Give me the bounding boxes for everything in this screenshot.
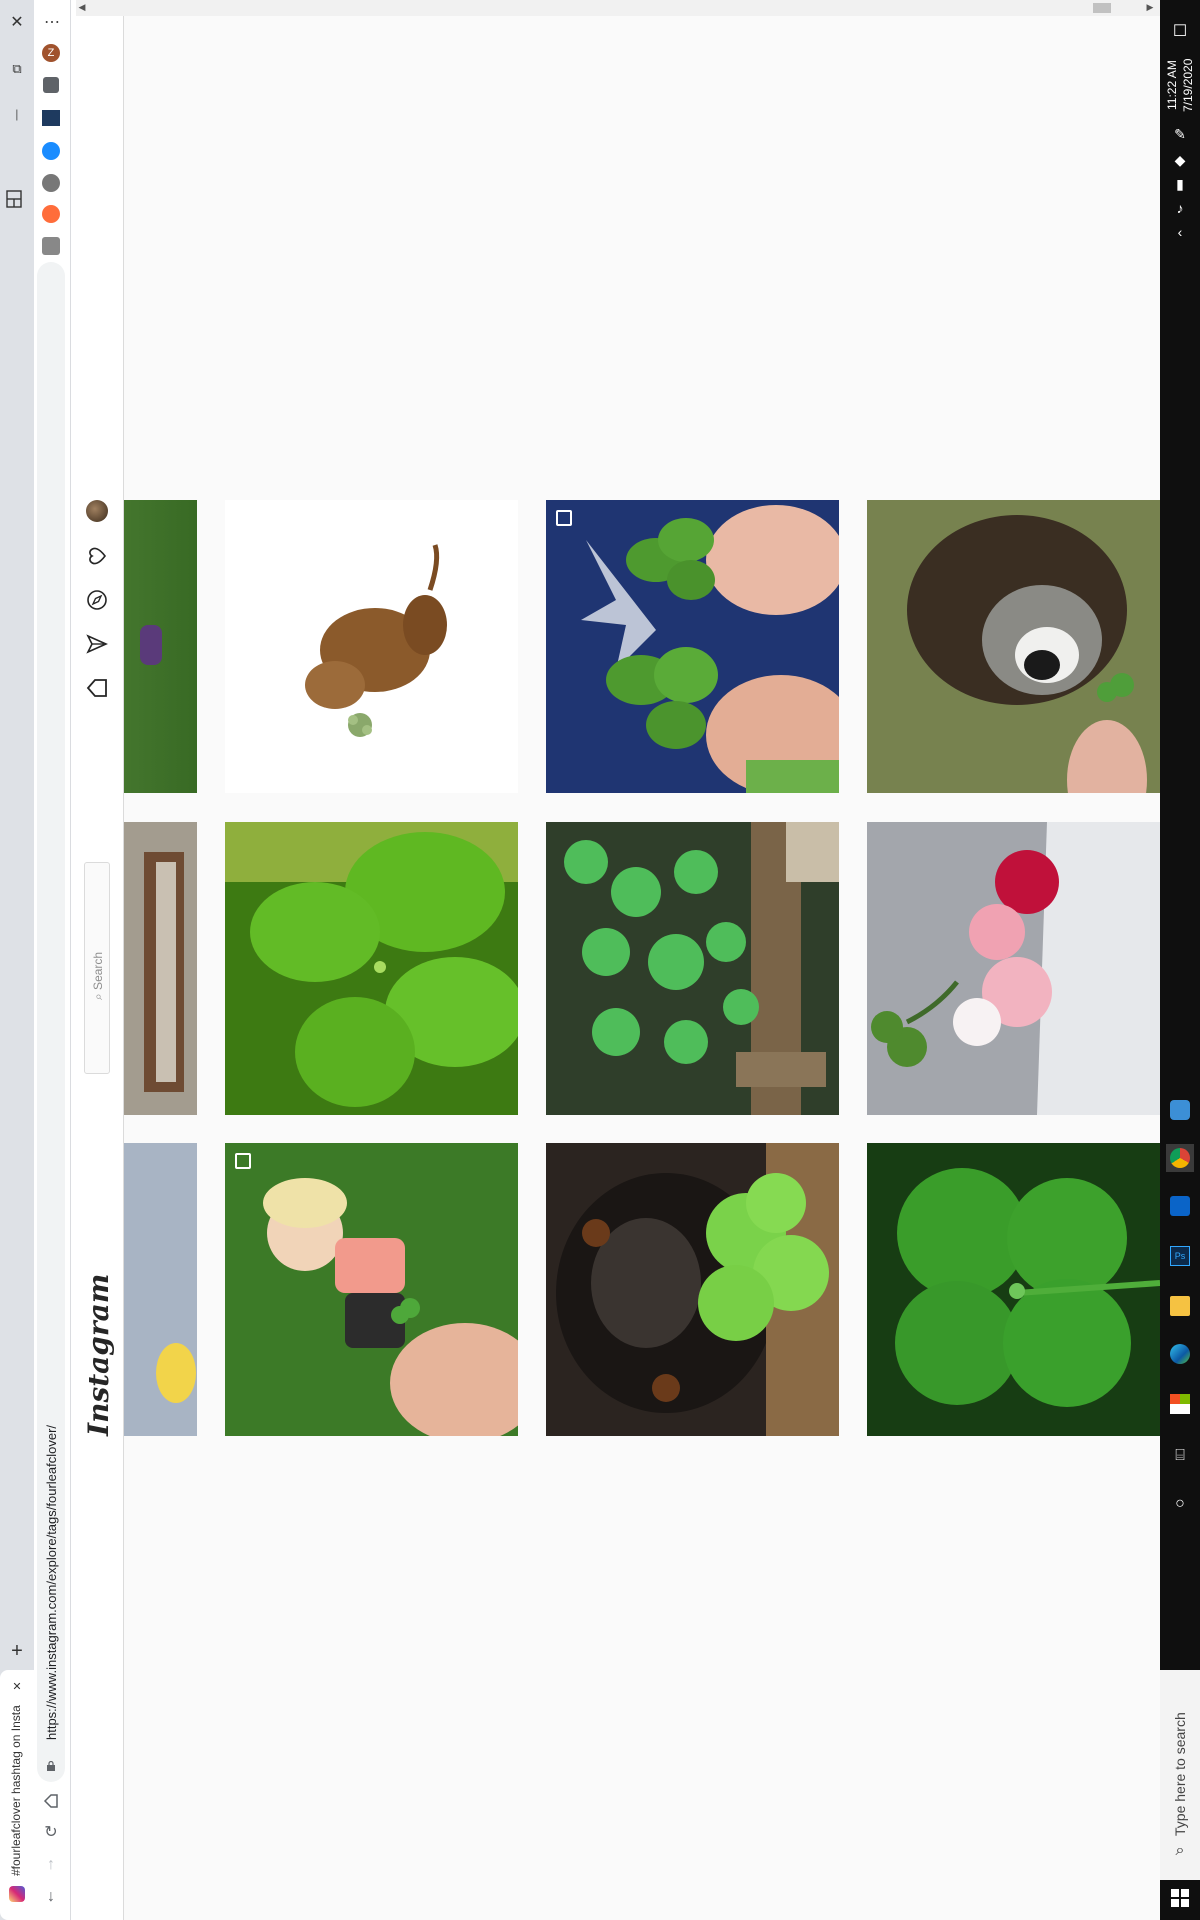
post-tile[interactable] xyxy=(225,822,518,1115)
extension-g-icon[interactable] xyxy=(42,237,60,255)
menu-icon[interactable]: ⋯ xyxy=(44,14,60,31)
extension-grey-icon[interactable] xyxy=(42,174,60,192)
tab-strip xyxy=(0,0,34,1920)
scroll-right-arrow[interactable]: ▶ xyxy=(1146,2,1154,12)
post-tile[interactable] xyxy=(225,1143,518,1436)
post-tile[interactable] xyxy=(546,1143,839,1436)
post-tile[interactable] xyxy=(867,500,1160,793)
clock-date[interactable]: 7/19/2020 xyxy=(1181,58,1195,112)
instagram-logo[interactable]: Instagram xyxy=(82,1273,115,1436)
search-icon: ⌕ xyxy=(91,989,105,1000)
direct-icon[interactable] xyxy=(85,632,109,656)
post-tile[interactable] xyxy=(546,822,839,1115)
extension-blue-icon[interactable] xyxy=(42,142,60,160)
search-input-placeholder: ⌕ Search xyxy=(91,951,105,1000)
file-explorer-icon[interactable] xyxy=(1166,1292,1194,1320)
post-tile[interactable] xyxy=(867,1143,1160,1436)
notifications-icon[interactable]: ☐ xyxy=(1172,23,1188,40)
extension-chart-icon[interactable] xyxy=(42,110,60,126)
windows-taskbar xyxy=(1160,0,1200,1920)
search-input[interactable] xyxy=(84,862,110,1074)
volume-icon[interactable]: ♪ xyxy=(1176,200,1184,216)
edge-icon[interactable] xyxy=(1166,1340,1194,1368)
back-icon[interactable]: ↓ xyxy=(47,1888,55,1905)
home-button-icon[interactable] xyxy=(42,1792,60,1810)
post-tile[interactable] xyxy=(225,500,518,793)
dropbox-icon[interactable]: ◆ xyxy=(1174,152,1186,168)
scroll-left-arrow[interactable]: ◀ xyxy=(78,2,86,12)
photoshop-icon[interactable]: Ps xyxy=(1166,1242,1194,1270)
explore-icon[interactable] xyxy=(85,588,109,612)
lock-icon[interactable] xyxy=(46,1758,56,1771)
profile-avatar[interactable] xyxy=(86,500,108,522)
tab-title: #fourleafclover hashtag on Insta xyxy=(9,1705,23,1876)
profile-avatar-icon[interactable]: Z xyxy=(42,44,60,62)
url-text[interactable]: https://www.instagram.com/explore/tags/f… xyxy=(44,1424,59,1740)
post-tile[interactable] xyxy=(124,1143,197,1436)
instagram-favicon-icon xyxy=(9,1886,25,1902)
cortana-icon[interactable]: ○ xyxy=(1175,1495,1185,1512)
multiple-photos-icon xyxy=(235,1153,251,1169)
activity-icon[interactable] xyxy=(85,544,109,568)
horizontal-scrollbar[interactable] xyxy=(76,0,1160,16)
pen-icon[interactable]: ✎ xyxy=(1174,126,1186,142)
post-tile[interactable] xyxy=(546,500,839,793)
taskbar-search-placeholder: Type here to search xyxy=(1172,1712,1188,1836)
store-icon[interactable] xyxy=(1166,1390,1194,1418)
post-tile[interactable] xyxy=(124,500,197,793)
chevron-up-icon[interactable]: ‹ xyxy=(1177,224,1183,240)
taskbar-search-box[interactable] xyxy=(1160,1670,1200,1880)
window-restore-button[interactable]: ⧉ xyxy=(12,61,22,76)
scrollbar-thumb[interactable] xyxy=(1093,3,1111,13)
extensions-icon[interactable] xyxy=(43,77,59,93)
clock-time[interactable]: 11:22 AM xyxy=(1165,60,1179,110)
battery-icon[interactable]: ▮ xyxy=(1176,176,1184,192)
taskbar-search-icon[interactable]: ⌕ xyxy=(1175,1842,1185,1859)
home-icon[interactable] xyxy=(85,676,109,700)
window-minimize-button[interactable]: — xyxy=(11,109,23,121)
new-tab-button[interactable]: + xyxy=(11,1640,23,1662)
extension-orange-icon[interactable] xyxy=(42,205,60,223)
hashtag-grid xyxy=(124,0,1160,1920)
tab-close-button[interactable]: ✕ xyxy=(12,1681,22,1693)
chrome-icon[interactable] xyxy=(1166,1144,1194,1172)
app-icon[interactable] xyxy=(1166,1096,1194,1124)
post-tile[interactable] xyxy=(124,822,197,1115)
task-view-icon[interactable]: ⌸ xyxy=(1175,1447,1185,1464)
address-bar[interactable] xyxy=(37,262,65,1782)
active-tab[interactable] xyxy=(0,1670,34,1920)
post-tile[interactable] xyxy=(867,822,1160,1115)
outlook-icon[interactable] xyxy=(1166,1192,1194,1220)
multiple-photos-icon xyxy=(556,510,572,526)
tab-search-icon[interactable] xyxy=(4,188,26,210)
reload-icon[interactable]: ↻ xyxy=(44,1824,58,1841)
start-button[interactable] xyxy=(1168,1886,1192,1910)
forward-icon[interactable]: ↑ xyxy=(47,1856,55,1873)
window-close-button[interactable]: ✕ xyxy=(10,14,24,31)
